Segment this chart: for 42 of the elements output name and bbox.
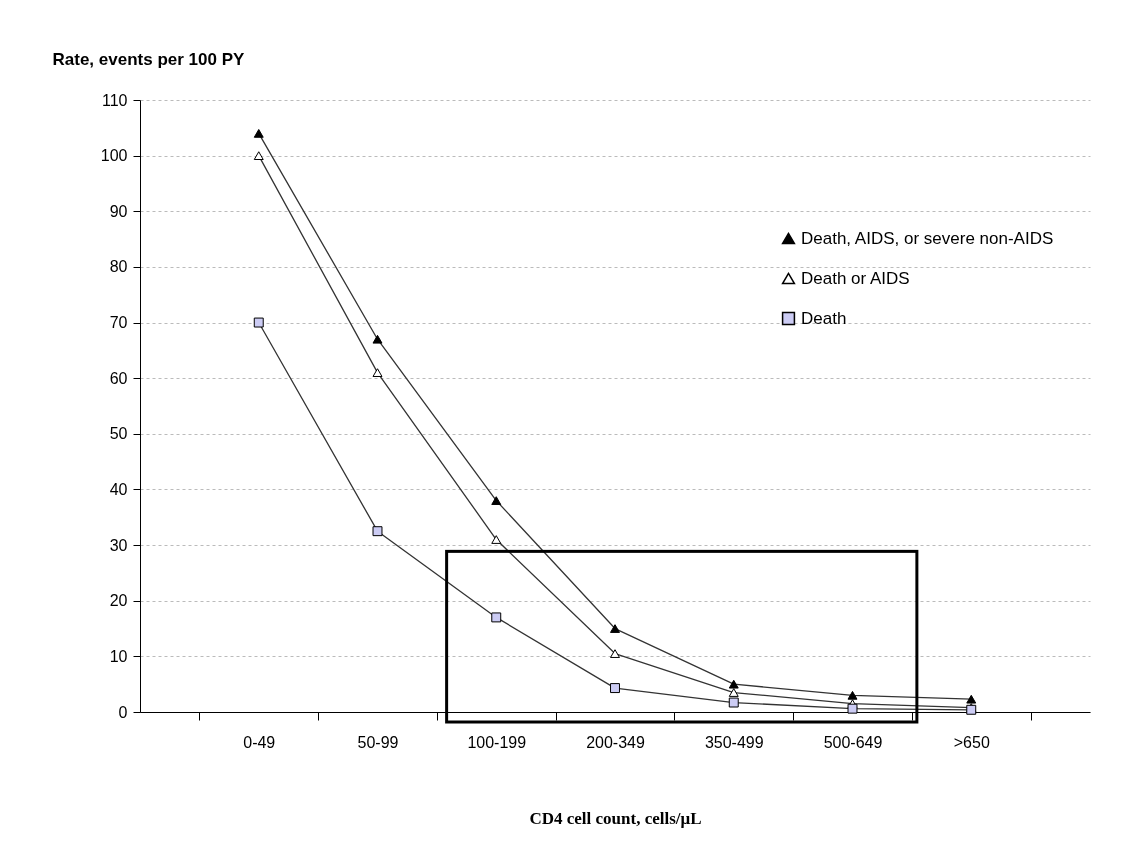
y-tick-label: 100 (100, 147, 128, 165)
point (491, 496, 502, 505)
x-tick-label: 350-499 (704, 733, 764, 751)
point (253, 151, 264, 161)
point (372, 368, 383, 377)
point (372, 334, 383, 344)
point (610, 624, 620, 633)
x-tick-label: 500-649 (823, 733, 883, 751)
y-tick-label: 90 (109, 202, 128, 220)
point (847, 703, 858, 714)
point (728, 679, 739, 689)
legend-label: Death or AIDS (801, 268, 910, 288)
legend-label: Death, AIDS, or severe non-AIDS (801, 228, 1054, 248)
point (728, 688, 739, 697)
y-tick-label: 10 (109, 647, 128, 665)
y-tick-label: 50 (109, 425, 128, 443)
y-tick-label: 80 (109, 258, 128, 276)
point (372, 526, 383, 537)
point (728, 697, 739, 708)
y-tick-label: 30 (109, 536, 128, 554)
point (966, 694, 977, 704)
legend-label: Death (801, 308, 847, 328)
x-tick-label: 0-49 (243, 733, 276, 751)
y-tick-label: 110 (101, 91, 128, 109)
point (610, 683, 620, 694)
y-tick-label: 60 (109, 369, 128, 387)
x-axis-title: CD4 cell count, cells/μL (529, 808, 702, 828)
x-tick-label: >650 (953, 733, 990, 751)
y-tick-label: 20 (109, 592, 128, 610)
point (253, 129, 264, 138)
point (253, 317, 264, 328)
y-tick-label: 40 (109, 480, 128, 498)
x-tick-label: 50-99 (357, 733, 399, 751)
point (847, 690, 858, 700)
point (491, 535, 502, 544)
y-tick-label: 70 (109, 314, 128, 332)
y-tick-label: 0 (118, 703, 128, 721)
x-tick-label: 100-199 (467, 733, 527, 751)
y-axis-title: Rate, events per 100 PY (52, 49, 245, 69)
x-tick-label: 200-349 (586, 733, 645, 751)
point (491, 612, 502, 623)
point (610, 649, 620, 658)
